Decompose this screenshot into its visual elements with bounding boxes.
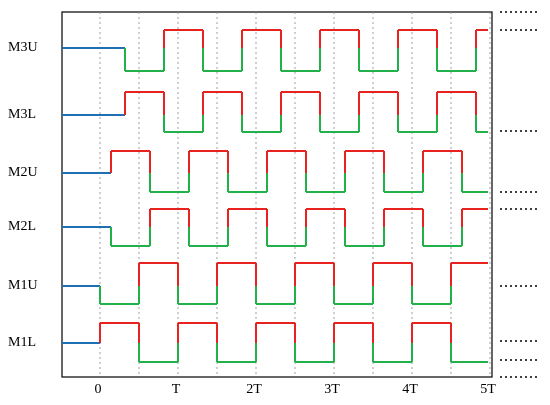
time-label: 4T: [402, 382, 418, 397]
time-label: 5T: [480, 382, 496, 397]
row-label: M2L: [8, 219, 36, 234]
row-label: M1L: [8, 335, 36, 350]
row-label: M2U: [8, 165, 38, 180]
time-label: 3T: [324, 382, 340, 397]
frame: [61, 11, 493, 378]
row-label: M1U: [8, 278, 38, 293]
time-label: T: [172, 382, 181, 397]
row-label: M3L: [8, 107, 36, 122]
time-label: 0: [95, 382, 102, 397]
time-label: 2T: [246, 382, 262, 397]
row-label: M3U: [8, 40, 38, 55]
